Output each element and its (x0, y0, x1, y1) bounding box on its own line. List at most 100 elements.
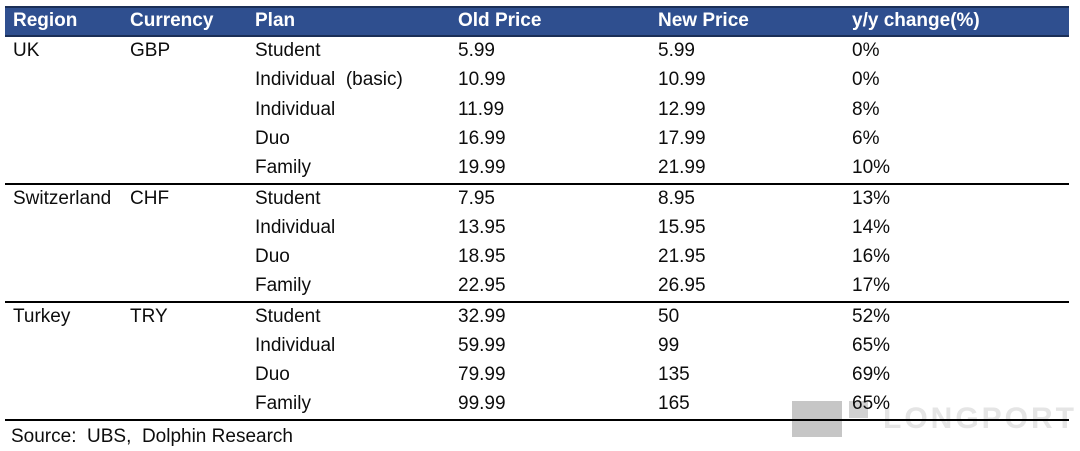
table-row: Duo 79.99 135 69% (5, 361, 1069, 391)
cell-yoy-change: 10% (852, 157, 891, 179)
table-header: Region Currency Plan Old Price New Price… (5, 7, 1069, 36)
cell-currency (122, 66, 247, 96)
cell-plan: Student (255, 187, 321, 209)
cell-old-price: 79.99 (458, 364, 506, 386)
column-header-currency: Currency (122, 7, 247, 36)
cell-currency: CHF (130, 187, 170, 209)
cell-old-price: 59.99 (458, 334, 506, 356)
cell-region (5, 390, 122, 420)
cell-currency (122, 390, 247, 420)
table-row: Switzerland CHF Student 7.95 8.95 13% (5, 184, 1069, 214)
region-group-uk: UK GBP Student 5.99 5.99 0% Individual (basic)… (5, 36, 1069, 184)
cell-new-price: 10.99 (658, 69, 706, 91)
longport-logo-block-small (849, 401, 868, 418)
cell-region (5, 125, 122, 155)
cell-new-price: 21.99 (658, 157, 706, 179)
table-container: Region Currency Plan Old Price New Price… (5, 6, 1069, 421)
cell-region (5, 361, 122, 391)
cell-new-price: 17.99 (658, 128, 706, 150)
longport-watermark-text: LONGPORT (883, 402, 1077, 435)
cell-yoy-change: 52% (852, 305, 891, 327)
longport-watermark: LONGPORT (792, 399, 1077, 439)
table-row: Family 19.99 21.99 10% (5, 154, 1069, 184)
cell-old-price: 19.99 (458, 157, 506, 179)
cell-new-price: 15.95 (658, 216, 706, 238)
cell-plan: Family (255, 157, 311, 179)
cell-old-price: 11.99 (458, 98, 505, 120)
cell-plan: Duo (255, 364, 290, 386)
cell-plan: Individual (basic) (255, 69, 403, 91)
cell-plan: Individual (255, 334, 336, 356)
cell-new-price: 26.95 (658, 275, 706, 297)
cell-currency (122, 331, 247, 361)
cell-new-price: 165 (658, 393, 690, 415)
source-note: Source: UBS, Dolphin Research (11, 425, 293, 447)
cell-region (5, 95, 122, 125)
cell-region (5, 154, 122, 184)
cell-plan: Duo (255, 128, 290, 150)
table-row: UK GBP Student 5.99 5.99 0% (5, 36, 1069, 66)
cell-old-price: 18.95 (458, 246, 506, 268)
cell-plan: Student (255, 40, 321, 62)
cell-yoy-change: 0% (852, 40, 880, 62)
cell-region (5, 331, 122, 361)
cell-yoy-change: 14% (852, 216, 891, 238)
cell-currency (122, 213, 247, 243)
cell-currency: GBP (130, 40, 171, 62)
cell-yoy-change: 16% (852, 246, 891, 268)
table-row: Family 99.99 165 65% (5, 390, 1069, 420)
cell-currency (122, 361, 247, 391)
cell-plan: Individual (255, 216, 336, 238)
column-header-region: Region (5, 7, 122, 36)
cell-plan: Duo (255, 246, 290, 268)
region-group-turkey: Turkey TRY Student 32.99 50 52% Individual 59.9… (5, 301, 1069, 420)
pricing-table: Region Currency Plan Old Price New Price… (5, 6, 1069, 421)
cell-yoy-change: 6% (852, 128, 880, 150)
table-row: Individual 11.99 12.99 8% (5, 95, 1069, 125)
cell-currency (122, 272, 247, 302)
cell-currency (122, 125, 247, 155)
cell-new-price: 8.95 (658, 187, 695, 209)
column-header-plan: Plan (247, 7, 450, 36)
cell-currency (122, 95, 247, 125)
cell-old-price: 5.99 (458, 40, 495, 62)
column-header-old-price: Old Price (450, 7, 650, 36)
header-row: Region Currency Plan Old Price New Price… (5, 7, 1069, 36)
cell-new-price: 21.95 (658, 246, 706, 268)
table-row: Turkey TRY Student 32.99 50 52% (5, 302, 1069, 332)
cell-new-price: 5.99 (658, 40, 695, 62)
cell-yoy-change: 69% (852, 364, 891, 386)
cell-old-price: 7.95 (458, 187, 495, 209)
cell-plan: Student (255, 305, 321, 327)
cell-plan: Family (255, 275, 311, 297)
cell-yoy-change: 17% (852, 275, 891, 297)
column-header-new-price: New Price (650, 7, 844, 36)
cell-new-price: 135 (658, 364, 690, 386)
cell-old-price: 22.95 (458, 275, 506, 297)
cell-yoy-change: 8% (852, 98, 880, 120)
table-row: Individual 59.99 99 65% (5, 331, 1069, 361)
cell-yoy-change: 13% (852, 187, 891, 209)
cell-old-price: 16.99 (458, 128, 506, 150)
cell-region (5, 272, 122, 302)
cell-yoy-change: 65% (852, 393, 891, 415)
table-row: Individual 13.95 15.95 14% (5, 213, 1069, 243)
table-row: Family 22.95 26.95 17% (5, 272, 1069, 302)
cell-region (5, 213, 122, 243)
cell-new-price: 12.99 (658, 98, 706, 120)
cell-region (5, 66, 122, 96)
cell-old-price: 10.99 (458, 69, 506, 91)
cell-currency (122, 243, 247, 273)
region-group-switzerland: Switzerland CHF Student 7.95 8.95 13% Individu… (5, 183, 1069, 302)
cell-plan: Individual (255, 98, 336, 120)
table-row: Individual (basic) 10.99 10.99 0% (5, 66, 1069, 96)
cell-region: Turkey (13, 305, 71, 327)
cell-old-price: 32.99 (458, 305, 506, 327)
cell-old-price: 99.99 (458, 393, 506, 415)
cell-plan: Family (255, 393, 311, 415)
cell-yoy-change: 65% (852, 334, 891, 356)
cell-currency (122, 154, 247, 184)
cell-new-price: 99 (658, 334, 680, 356)
cell-new-price: 50 (658, 305, 680, 327)
table-row: Duo 16.99 17.99 6% (5, 125, 1069, 155)
